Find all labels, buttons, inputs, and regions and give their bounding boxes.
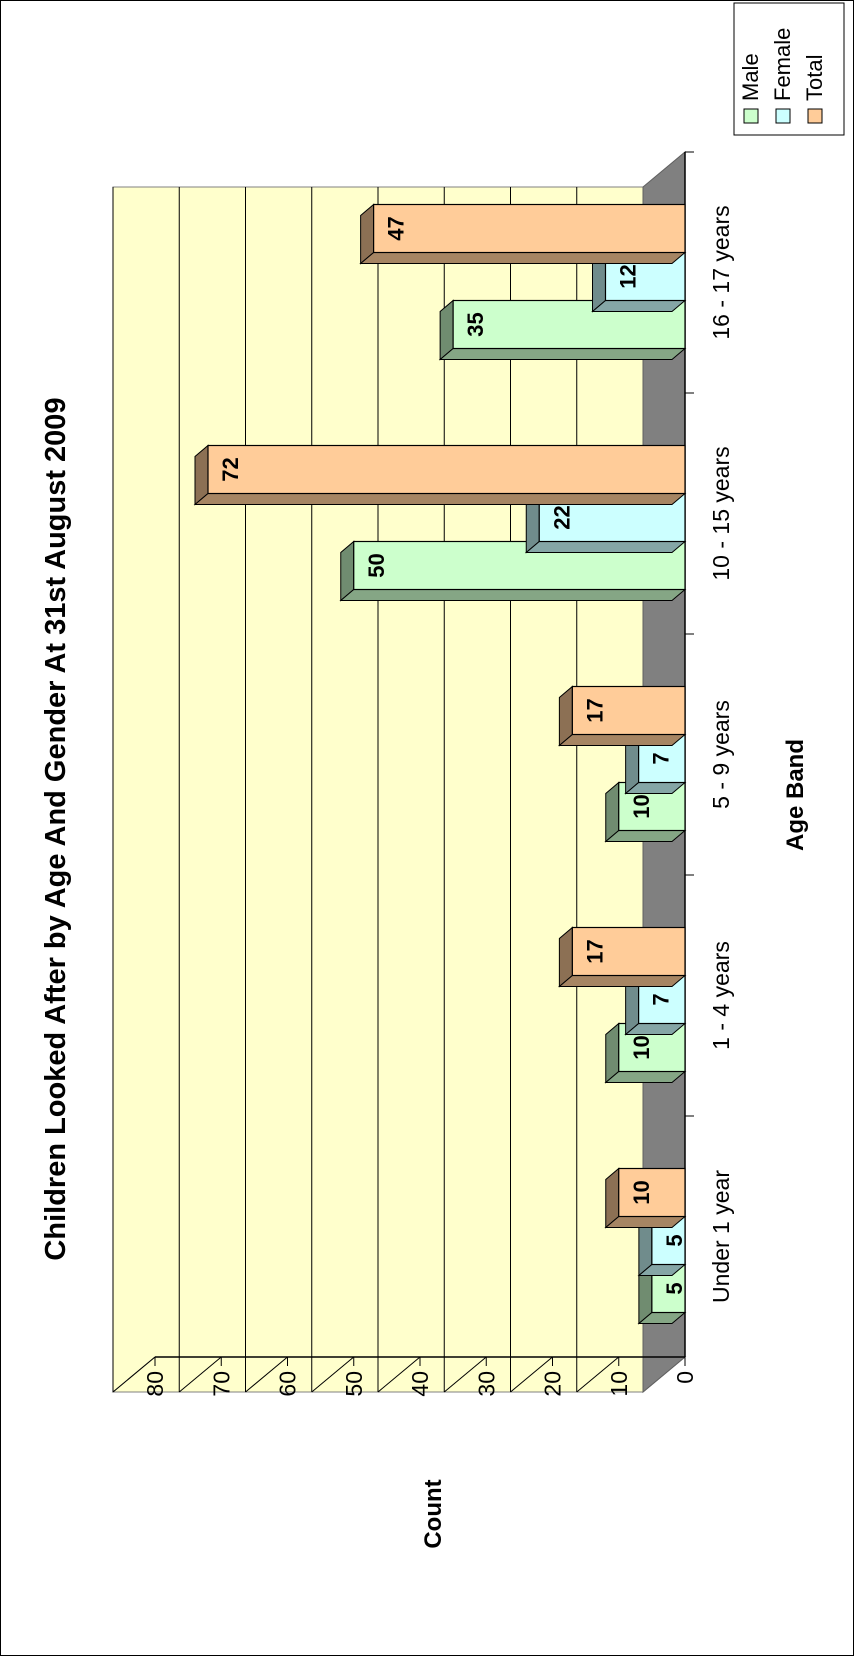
gridline-side <box>510 1356 553 1393</box>
bar-side-face <box>604 1071 687 1083</box>
y-tick-label: 70 <box>208 1371 234 1397</box>
chart-title: Children Looked After by Age And Gender … <box>40 397 72 1260</box>
bar <box>624 733 687 795</box>
legend-label: Male <box>738 53 763 101</box>
bars-group <box>193 203 687 1325</box>
legend-swatch <box>775 108 791 124</box>
data-label: 10 <box>629 1180 654 1204</box>
bar <box>558 926 687 988</box>
y-tick-label: 20 <box>540 1371 566 1397</box>
bar <box>591 251 687 313</box>
data-label: 12 <box>616 264 641 288</box>
bar-side-face <box>359 252 687 264</box>
tick-labels-group: 0 10 20 30 40 50 60 70 80 Under 1 year 1 - 4 years… <box>142 205 734 1396</box>
bar-side-face <box>438 348 687 360</box>
legend-box <box>733 2 845 136</box>
gridline-side <box>311 1356 355 1393</box>
data-label: 35 <box>463 312 488 336</box>
bar-side-face <box>193 493 687 505</box>
bar-front-face <box>207 444 686 495</box>
data-label: 72 <box>218 457 243 481</box>
legend-swatch <box>743 108 759 124</box>
x-tick-label: Under 1 year <box>708 1170 734 1303</box>
bar-side-face <box>524 541 687 553</box>
data-label: 50 <box>364 553 389 577</box>
y-tick-label: 0 <box>672 1371 698 1384</box>
bar-front-face <box>571 926 686 977</box>
gridline-side <box>178 1356 222 1393</box>
x-tick-label: 1 - 4 years <box>708 941 734 1050</box>
bar <box>624 974 687 1036</box>
data-label: 17 <box>582 698 607 722</box>
bar <box>604 1022 687 1084</box>
bar-front-face <box>373 203 686 254</box>
x-tick-label: 5 - 9 years <box>708 700 734 809</box>
data-label: 5 <box>662 1282 687 1294</box>
bar-side-face <box>339 589 687 601</box>
data-label: 17 <box>582 939 607 963</box>
bar-side-face <box>558 975 687 987</box>
bar <box>637 1263 687 1325</box>
bar-front-face <box>353 540 686 591</box>
y-tick-label: 40 <box>407 1371 433 1397</box>
y-tick-label: 60 <box>275 1371 301 1397</box>
y-tick-label: 30 <box>473 1371 499 1397</box>
y-tick-label: 50 <box>341 1371 367 1397</box>
legend: Male Female Total <box>733 2 845 136</box>
bar-side-face <box>604 1216 687 1228</box>
x-tick-label: 10 - 15 years <box>708 446 734 580</box>
bar-front-face <box>618 1167 686 1218</box>
gridline-side <box>245 1356 288 1393</box>
bar-side-face <box>591 300 687 312</box>
data-label: 10 <box>629 794 654 818</box>
data-label: 47 <box>384 216 409 240</box>
bar <box>438 299 687 361</box>
bar <box>558 685 687 747</box>
legend-label: Female <box>770 28 795 101</box>
data-labels-group: 5 5 10 10 7 17 10 7 17 50 22 72 35 12 47 <box>218 216 687 1294</box>
bar <box>524 492 687 554</box>
legend-label: Total <box>802 55 827 101</box>
gridline-side <box>576 1356 620 1393</box>
bar-side-face <box>604 830 687 842</box>
y-axis-title: Count <box>420 1479 447 1548</box>
gridline-side <box>377 1356 421 1393</box>
bar-side-face <box>558 734 687 746</box>
data-label: 10 <box>629 1035 654 1059</box>
data-label: 22 <box>549 505 574 529</box>
bar <box>193 444 687 506</box>
bar <box>604 781 687 843</box>
data-label: 7 <box>649 752 674 764</box>
gridline-side <box>112 1356 156 1393</box>
data-label: 7 <box>649 993 674 1005</box>
bar <box>359 203 687 265</box>
legend-swatch <box>807 108 823 124</box>
bar-front-face <box>571 685 686 736</box>
y-tick-label: 10 <box>606 1371 632 1397</box>
x-axis-title: Age Band <box>782 739 809 851</box>
bar <box>604 1167 687 1229</box>
bar <box>339 540 687 602</box>
data-label: 5 <box>662 1234 687 1246</box>
x-tick-label: 16 - 17 years <box>708 205 734 339</box>
bar-front-face <box>452 299 686 350</box>
gridline-side <box>443 1356 487 1393</box>
y-tick-label: 80 <box>142 1371 168 1397</box>
